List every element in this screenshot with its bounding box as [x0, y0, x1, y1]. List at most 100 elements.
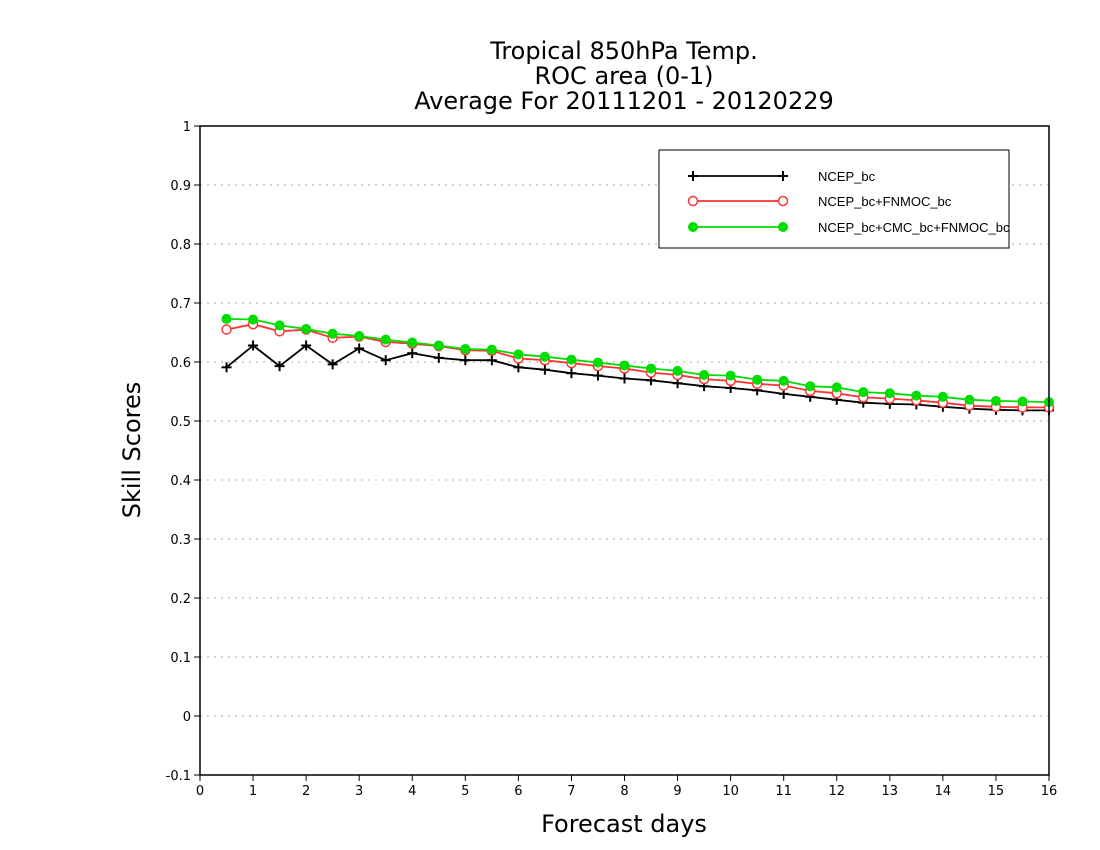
x-tick-label: 9 [673, 784, 681, 799]
x-tick-label: 11 [775, 784, 792, 799]
x-tick-label: 15 [988, 784, 1005, 799]
x-tick-label: 13 [882, 784, 899, 799]
data-point [1017, 396, 1028, 407]
legend-marker [778, 222, 788, 232]
data-point [831, 382, 842, 393]
plot-frame [199, 125, 1050, 776]
x-tick-label: 12 [828, 784, 845, 799]
x-tick-label: 0 [196, 784, 204, 799]
data-point [221, 324, 232, 335]
data-point [301, 323, 312, 334]
x-tick-label: 14 [935, 784, 952, 799]
y-tick-label: -0.1 [166, 769, 191, 784]
legend-entry: NCEP_bc+FNMOC_bc [687, 194, 952, 209]
x-axis-label: Forecast days [541, 810, 707, 838]
y-tick-label: 0.1 [170, 651, 191, 666]
data-point [646, 363, 657, 374]
data-point [380, 355, 391, 366]
legend-marker [777, 195, 789, 207]
data-point [248, 314, 259, 325]
series-line [226, 323, 1049, 409]
data-point [407, 348, 418, 359]
chart-title-line-3: Average For 20111201 - 20120229 [414, 87, 834, 115]
data-point [725, 370, 736, 381]
data-point [327, 328, 338, 339]
legend-label: NCEP_bc+FNMOC_bc [818, 194, 952, 209]
chart-title-line-2: ROC area (0-1) [534, 62, 713, 90]
y-tick-label: 0 [183, 710, 191, 725]
data-point [433, 352, 444, 363]
x-tick-label: 6 [514, 784, 522, 799]
data-point [592, 370, 603, 381]
legend-entry: NCEP_bc [688, 169, 876, 184]
series-line [226, 318, 1050, 403]
data-point [248, 340, 259, 351]
y-tick-label: 0.5 [170, 415, 191, 430]
data-point [619, 360, 630, 371]
data-point [460, 355, 471, 366]
data-point [460, 344, 471, 355]
x-tick-label: 5 [461, 784, 469, 799]
data-point [937, 391, 948, 402]
data-point [592, 357, 603, 368]
legend-marker [778, 171, 788, 181]
x-tick-label: 10 [722, 784, 739, 799]
data-point [380, 334, 391, 345]
data-point [221, 362, 232, 373]
x-tick-label: 4 [408, 784, 416, 799]
y-tick-label: 0.3 [170, 533, 191, 548]
plot-series [221, 313, 1055, 416]
y-tick-label: 0.4 [170, 474, 191, 489]
data-point [699, 369, 710, 380]
data-point [566, 354, 577, 365]
data-point [486, 344, 497, 355]
data-point [858, 387, 869, 398]
legend-box [658, 149, 1010, 249]
x-tick-label: 8 [620, 784, 628, 799]
chart-title: Tropical 850hPa Temp. ROC area (0-1) Ave… [414, 37, 834, 115]
data-point [274, 361, 285, 372]
y-tick-label: 0.8 [170, 238, 191, 253]
y-axis-label: Skill Scores [118, 382, 146, 519]
legend-marker [688, 171, 698, 181]
y-tick-label: 0.2 [170, 592, 191, 607]
data-point [778, 375, 789, 386]
data-point [619, 373, 630, 384]
legend-label: NCEP_bc [818, 169, 876, 184]
y-tick-label: 1 [183, 120, 191, 135]
data-point [566, 368, 577, 379]
series-group [221, 313, 1054, 408]
data-point [672, 365, 683, 376]
axis-ticks: -0.100.10.20.30.40.50.60.70.80.910 1 2 3 4 5 6… [166, 120, 1058, 799]
x-tick-label: 2 [302, 784, 310, 799]
chart-title-line-1: Tropical 850hPa Temp. [489, 37, 758, 65]
series-group [221, 340, 1054, 416]
x-tick-label: 7 [567, 784, 575, 799]
data-point [301, 340, 312, 351]
data-point [486, 355, 497, 366]
data-point [221, 313, 232, 324]
data-point [964, 394, 975, 405]
data-point [990, 395, 1001, 406]
data-point [354, 343, 365, 354]
x-tick-label: 3 [355, 784, 363, 799]
x-tick-label: 1 [249, 784, 257, 799]
data-point [274, 320, 285, 331]
data-point [327, 359, 338, 370]
legend-label: NCEP_bc+CMC_bc+FNMOC_bc [818, 220, 1010, 235]
y-tick-label: 0.6 [170, 356, 191, 371]
data-point [407, 337, 418, 348]
data-point [911, 390, 922, 401]
data-point [805, 381, 816, 392]
data-point [433, 340, 444, 351]
data-point [513, 349, 524, 360]
legend-entry: NCEP_bc+CMC_bc+FNMOC_bc [688, 220, 1010, 235]
data-point [539, 351, 550, 362]
legend-marker [688, 222, 698, 232]
data-point [752, 374, 763, 385]
data-point [884, 388, 895, 399]
series-group [221, 318, 1055, 413]
y-tick-label: 0.9 [170, 179, 191, 194]
legend-marker [687, 195, 699, 207]
